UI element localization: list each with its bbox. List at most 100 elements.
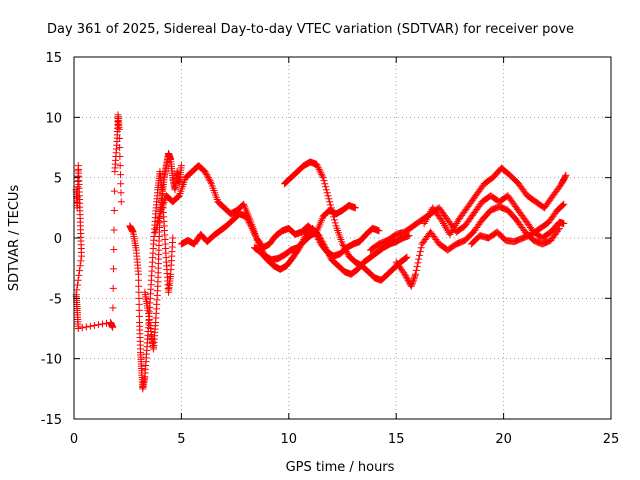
data-point xyxy=(341,245,349,253)
series-sat-d xyxy=(152,162,383,260)
data-point xyxy=(438,218,446,226)
data-point xyxy=(76,262,84,270)
data-point xyxy=(300,234,308,242)
data-point xyxy=(324,248,332,256)
data-point xyxy=(116,171,124,179)
data-point xyxy=(375,227,383,235)
x-axis-label: GPS time / hours xyxy=(286,460,395,475)
data-point xyxy=(111,187,119,195)
data-point xyxy=(98,320,106,328)
data-point xyxy=(109,323,117,331)
data-point xyxy=(169,234,177,242)
data-point xyxy=(410,275,418,283)
data-point xyxy=(247,223,255,231)
y-tick-label: 0 xyxy=(54,232,62,247)
data-point xyxy=(414,259,422,267)
data-point xyxy=(174,193,182,201)
data-point xyxy=(78,324,86,332)
y-axis-ticks: -15 -10 -5 0 5 10 15 xyxy=(41,51,611,428)
data-point xyxy=(74,325,82,332)
series-sat-a xyxy=(72,111,125,332)
data-point xyxy=(134,270,142,278)
data-point xyxy=(321,242,329,250)
data-point xyxy=(109,304,117,312)
data-point xyxy=(409,276,417,284)
data-point xyxy=(415,255,423,263)
data-point xyxy=(416,248,424,256)
data-point xyxy=(322,245,330,253)
data-point xyxy=(313,160,321,168)
series-sat-c xyxy=(141,150,185,353)
data-point xyxy=(409,278,417,286)
data-point xyxy=(407,282,415,290)
data-point xyxy=(331,219,339,227)
data-point xyxy=(298,239,306,247)
data-point xyxy=(202,169,210,177)
data-point xyxy=(417,244,425,252)
data-point xyxy=(326,201,334,209)
data-point xyxy=(318,172,326,180)
data-point xyxy=(411,272,419,280)
data-point xyxy=(343,249,351,257)
data-point xyxy=(94,321,102,329)
data-point xyxy=(247,221,255,229)
data-point xyxy=(408,279,416,287)
data-point xyxy=(300,235,308,243)
data-point xyxy=(135,306,143,314)
y-tick-label: 10 xyxy=(45,111,62,126)
data-point xyxy=(450,223,458,231)
x-tick-label: 5 xyxy=(177,432,185,447)
data-point xyxy=(402,272,410,280)
data-point xyxy=(554,226,562,234)
data-point xyxy=(413,263,421,271)
data-point xyxy=(318,238,326,246)
data-point xyxy=(78,252,86,260)
data-point xyxy=(412,266,420,274)
data-point xyxy=(116,153,124,161)
data-point xyxy=(325,250,333,258)
data-point xyxy=(317,236,325,244)
data-point xyxy=(405,232,413,240)
data-point xyxy=(321,180,329,188)
data-point xyxy=(109,265,117,273)
data-point xyxy=(135,312,143,320)
data-point xyxy=(203,172,211,180)
y-tick-label: -5 xyxy=(49,292,62,307)
data-point xyxy=(449,225,457,233)
data-point xyxy=(115,125,123,133)
data-point xyxy=(401,255,409,263)
series-sat-g xyxy=(281,158,411,284)
data-point xyxy=(319,174,327,182)
x-tick-label: 0 xyxy=(70,432,78,447)
data-point xyxy=(329,210,337,218)
data-point xyxy=(323,189,331,197)
data-point xyxy=(135,276,143,284)
data-point xyxy=(559,201,567,209)
data-point xyxy=(339,242,347,250)
data-point xyxy=(116,144,124,151)
data-point xyxy=(339,240,346,248)
data-point xyxy=(82,323,90,331)
chart-title: Day 361 of 2025, Sidereal Day-to-day VTE… xyxy=(47,22,574,37)
x-tick-label: 15 xyxy=(388,432,405,447)
data-point xyxy=(77,257,85,265)
data-point xyxy=(177,162,185,170)
data-point xyxy=(244,217,252,225)
x-axis-ticks: 0 5 10 15 20 25 xyxy=(70,57,619,447)
data-point xyxy=(351,204,359,212)
data-point xyxy=(110,207,118,215)
data-point xyxy=(73,281,81,289)
data-point xyxy=(297,240,305,248)
data-point xyxy=(448,227,456,235)
data-point xyxy=(204,174,212,182)
data-point xyxy=(447,229,455,237)
x-tick-label: 25 xyxy=(603,432,620,447)
data-point xyxy=(296,244,304,252)
data-point xyxy=(201,168,209,176)
data-point xyxy=(326,198,334,206)
data-point xyxy=(296,242,304,250)
data-point xyxy=(174,193,182,201)
data-point xyxy=(325,195,333,203)
data-point xyxy=(116,162,124,170)
data-point xyxy=(560,220,568,228)
